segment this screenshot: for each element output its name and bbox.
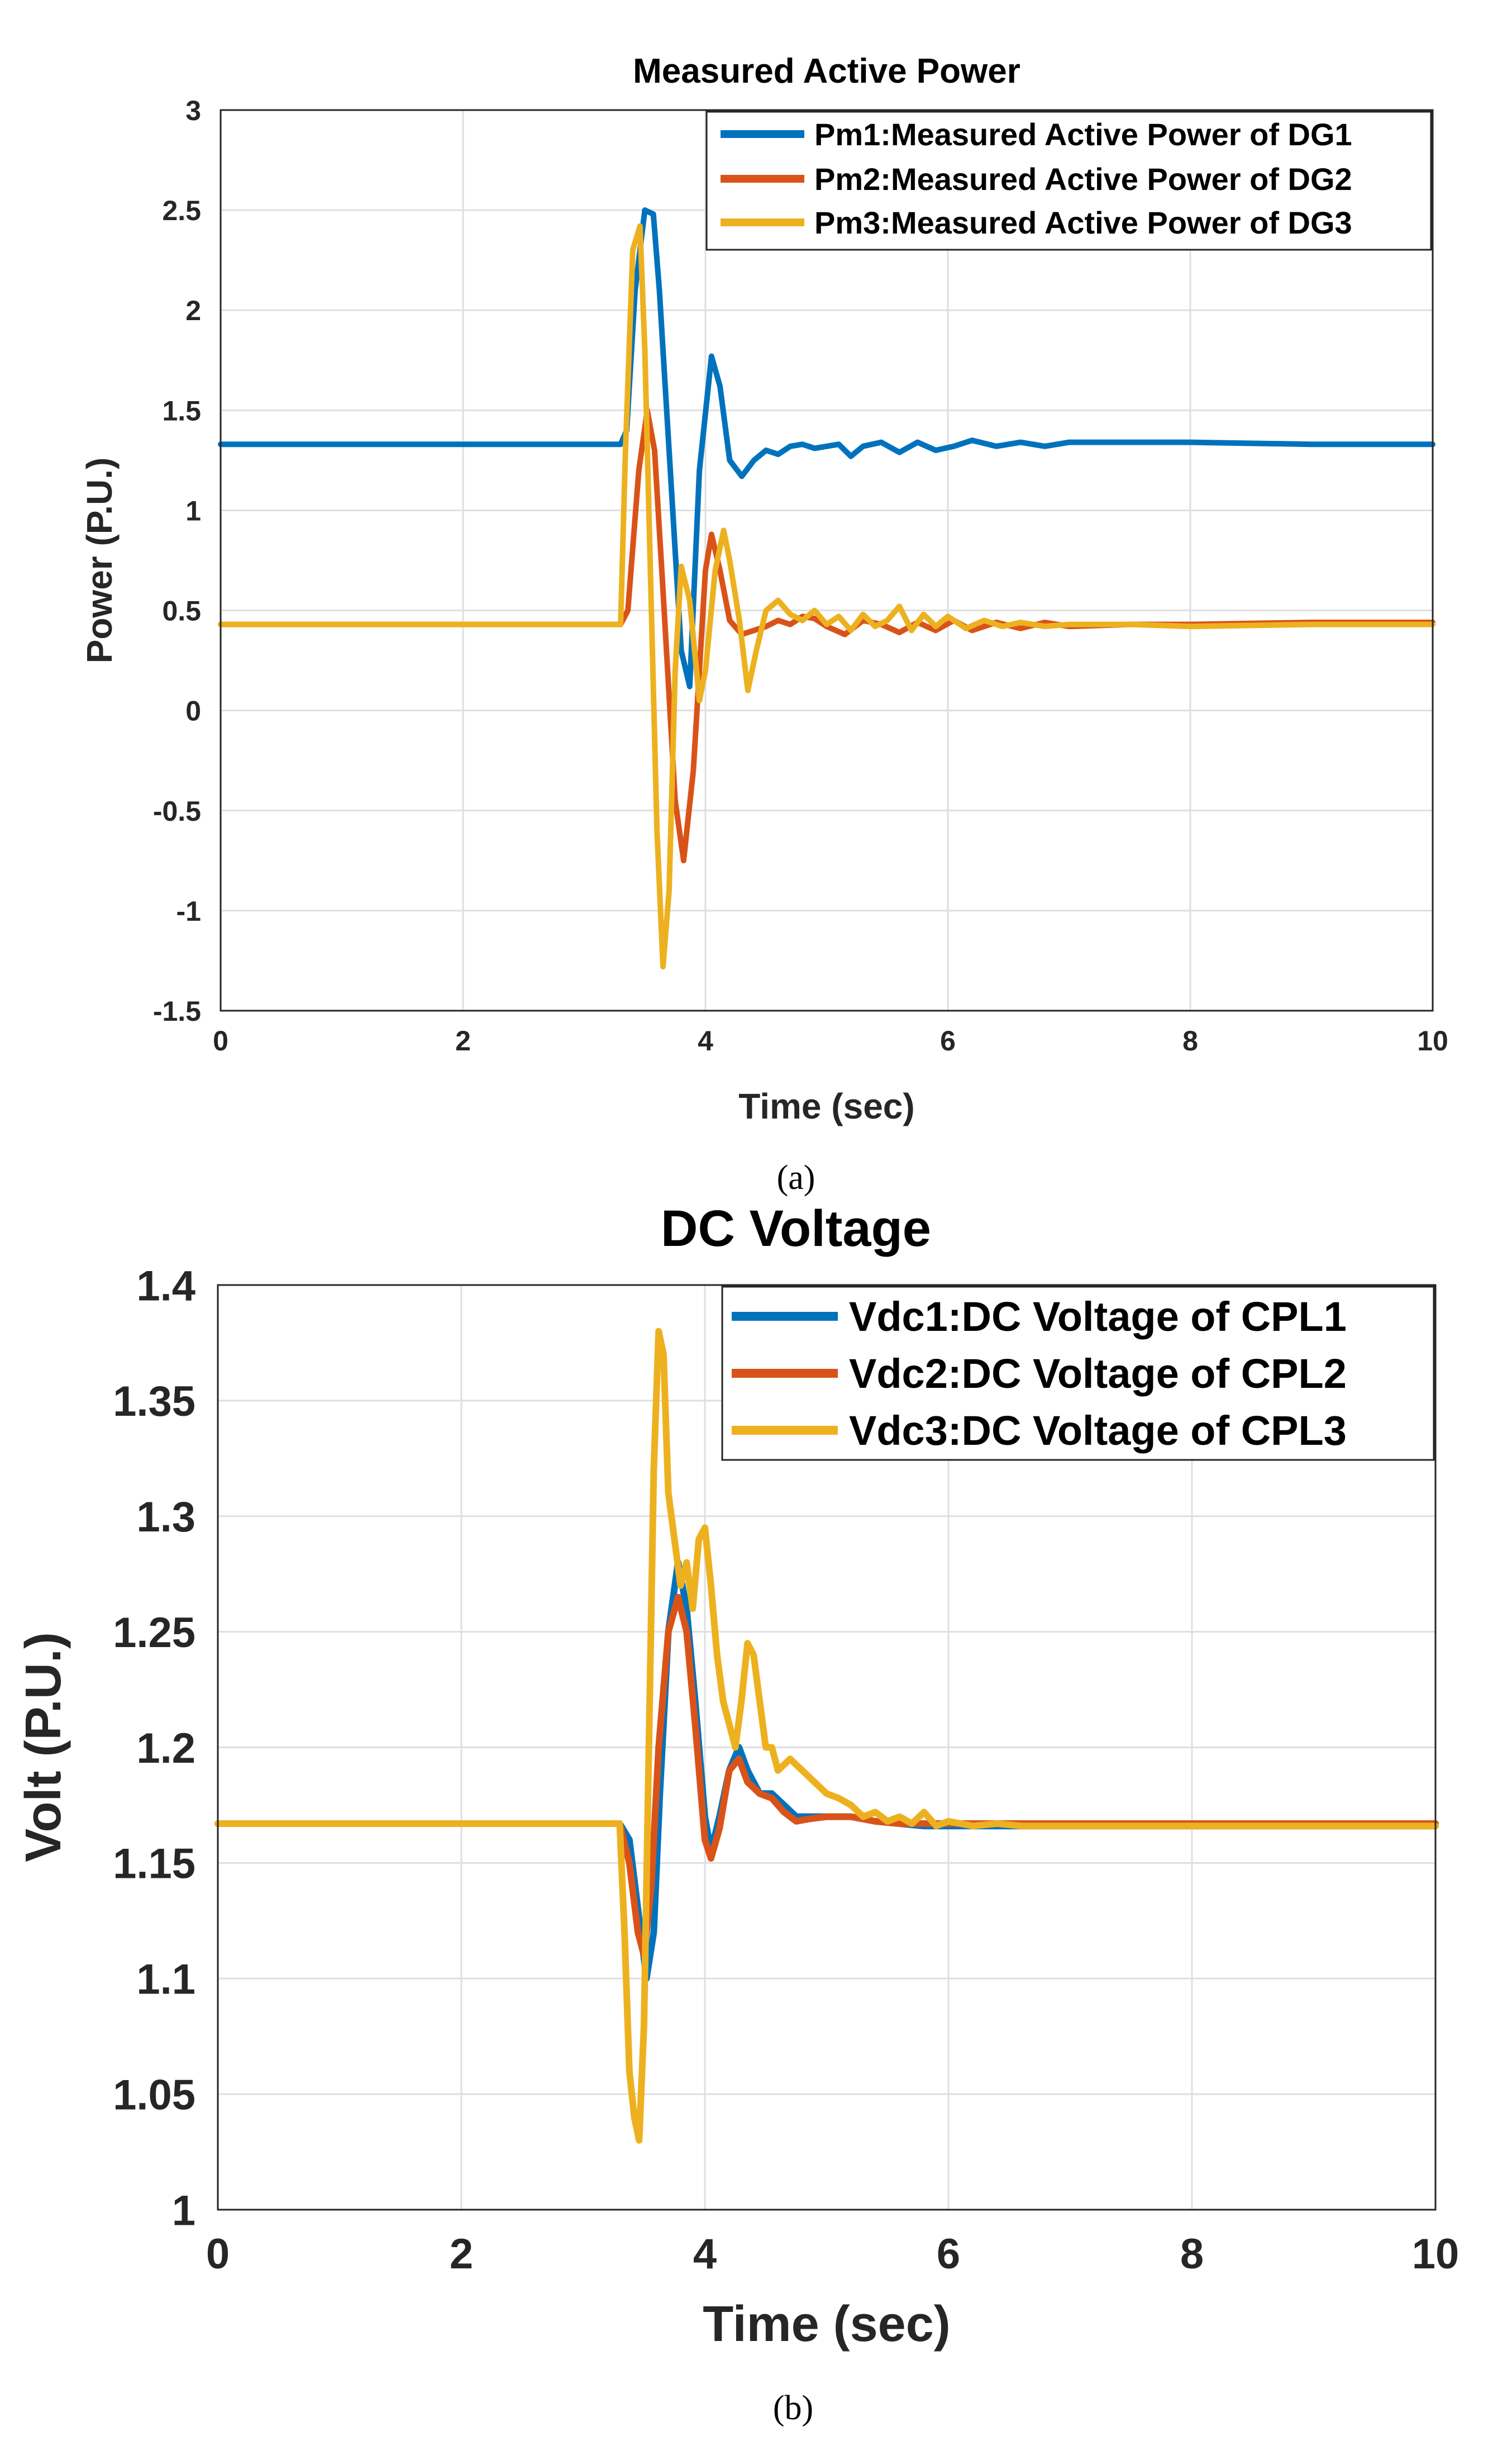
chart-a-y-axis-title: Power (P.U.) bbox=[79, 458, 120, 664]
chart-a-x-tick-label: 4 bbox=[698, 1025, 713, 1057]
chart-b-caption: (b) bbox=[773, 2389, 813, 2427]
chart-a-legend-box bbox=[705, 111, 1432, 251]
chart-b-legend-label-vdc3: Vdc3:DC Voltage of CPL3 bbox=[849, 1407, 1347, 1454]
chart-a-series-line-1 bbox=[218, 207, 1435, 689]
chart-b-y-tick-label: 1.25 bbox=[113, 1609, 195, 1657]
chart-a-axes-frame bbox=[220, 109, 1434, 1012]
chart-b-legend: Vdc1:DC Voltage of CPL1 Vdc2:DC Voltage … bbox=[721, 1286, 1435, 1461]
chart-b-y-tick-label: 1.05 bbox=[113, 2071, 195, 2119]
chart-a-y-tick-label: 1.5 bbox=[162, 395, 201, 426]
chart-b-legend-label-vdc2: Vdc2:DC Voltage of CPL2 bbox=[849, 1350, 1347, 1397]
chart-b-series-line-3 bbox=[214, 1327, 1439, 2144]
chart-a-x-tick-label: 0 bbox=[213, 1025, 228, 1057]
chart-a-y-tick-label: 1 bbox=[185, 495, 201, 526]
chart-a-y-tick-label: 0.5 bbox=[162, 596, 201, 627]
chart-a-legend: Pm1:Measured Active Power of DG1 Pm2:Mea… bbox=[705, 111, 1432, 251]
chart-b-x-tick-label: 6 bbox=[937, 2230, 960, 2278]
chart-b-title: DC Voltage bbox=[661, 1200, 931, 1257]
chart-b-y-axis-title: Volt (P.U.) bbox=[16, 1632, 71, 1862]
chart-a-y-tick-label: -1.5 bbox=[153, 996, 201, 1027]
chart-a-y-tick-label: 3 bbox=[185, 95, 201, 126]
chart-b-y-tick-label: 1.1 bbox=[136, 1956, 195, 2004]
chart-a-y-tick-label: -0.5 bbox=[153, 796, 201, 827]
chart-a-x-axis-title: Time (sec) bbox=[738, 1086, 914, 1126]
chart-a-series-line-3 bbox=[218, 223, 1435, 970]
chart-a-plot-area bbox=[221, 110, 1433, 1011]
chart-a-x-tick-label: 2 bbox=[455, 1025, 471, 1057]
chart-b-dc-voltage: 0 2 4 6 8 10 1 1.05 1.1 1.15 1.2 1.25 1.3 1.35 1.4 DC … bbox=[16, 1200, 1459, 2427]
chart-b-x-tick-label: 8 bbox=[1180, 2230, 1204, 2278]
chart-b-x-tick-label: 4 bbox=[693, 2230, 717, 2278]
chart-b-y-tick-label: 1 bbox=[172, 2187, 195, 2234]
chart-b-y-tick-label: 1.15 bbox=[113, 1840, 195, 1888]
chart-b-legend-label-vdc1: Vdc1:DC Voltage of CPL1 bbox=[849, 1293, 1347, 1340]
chart-a-x-tick-label: 8 bbox=[1182, 1025, 1198, 1057]
chart-b-x-tick-label: 10 bbox=[1412, 2230, 1459, 2278]
chart-a-y-tick-label: -1 bbox=[177, 896, 201, 927]
chart-a-tick-labels: 0 2 4 6 8 10 -1.5 -1 -0.5 0 0.5 1 1.5 2 2.5 3 bbox=[153, 95, 1448, 1057]
chart-b-y-tick-label: 1.35 bbox=[113, 1378, 195, 1425]
chart-a-caption: (a) bbox=[777, 1159, 815, 1197]
chart-a-title: Measured Active Power bbox=[633, 52, 1020, 91]
chart-b-series-line-2 bbox=[214, 1593, 1439, 1959]
chart-b-y-tick-label: 1.4 bbox=[136, 1262, 195, 1310]
chart-b-x-tick-label: 0 bbox=[206, 2230, 230, 2278]
chart-a-legend-label-pm1: Pm1:Measured Active Power of DG1 bbox=[814, 117, 1352, 152]
chart-b-axes-frame bbox=[217, 1284, 1437, 2211]
chart-b-tick-labels: 0 2 4 6 8 10 1 1.05 1.1 1.15 1.2 1.25 1.3 1.35 1.4 bbox=[113, 1262, 1459, 2278]
chart-b-x-tick-label: 2 bbox=[450, 2230, 473, 2278]
chart-a-measured-active-power: 0 2 4 6 8 10 -1.5 -1 -0.5 0 0.5 1 1.5 2 2.5 3 Measured … bbox=[79, 52, 1448, 1197]
chart-b-series-group bbox=[214, 1327, 1439, 2144]
chart-a-series-group bbox=[218, 207, 1435, 970]
chart-a-legend-label-pm2: Pm2:Measured Active Power of DG2 bbox=[814, 161, 1352, 197]
chart-b-grid bbox=[218, 1285, 1435, 2210]
chart-b-y-tick-label: 1.3 bbox=[136, 1493, 195, 1541]
chart-a-x-tick-label: 6 bbox=[940, 1025, 956, 1057]
chart-a-y-tick-label: 2.5 bbox=[162, 195, 201, 226]
chart-a-legend-label-pm3: Pm3:Measured Active Power of DG3 bbox=[814, 205, 1352, 240]
chart-a-y-tick-label: 0 bbox=[185, 696, 201, 727]
chart-b-y-tick-label: 1.2 bbox=[136, 1725, 195, 1772]
chart-a-y-tick-label: 2 bbox=[185, 295, 201, 326]
chart-a-x-tick-label: 10 bbox=[1417, 1025, 1448, 1057]
chart-b-legend-box bbox=[721, 1286, 1435, 1461]
chart-b-x-axis-title: Time (sec) bbox=[703, 2296, 951, 2352]
